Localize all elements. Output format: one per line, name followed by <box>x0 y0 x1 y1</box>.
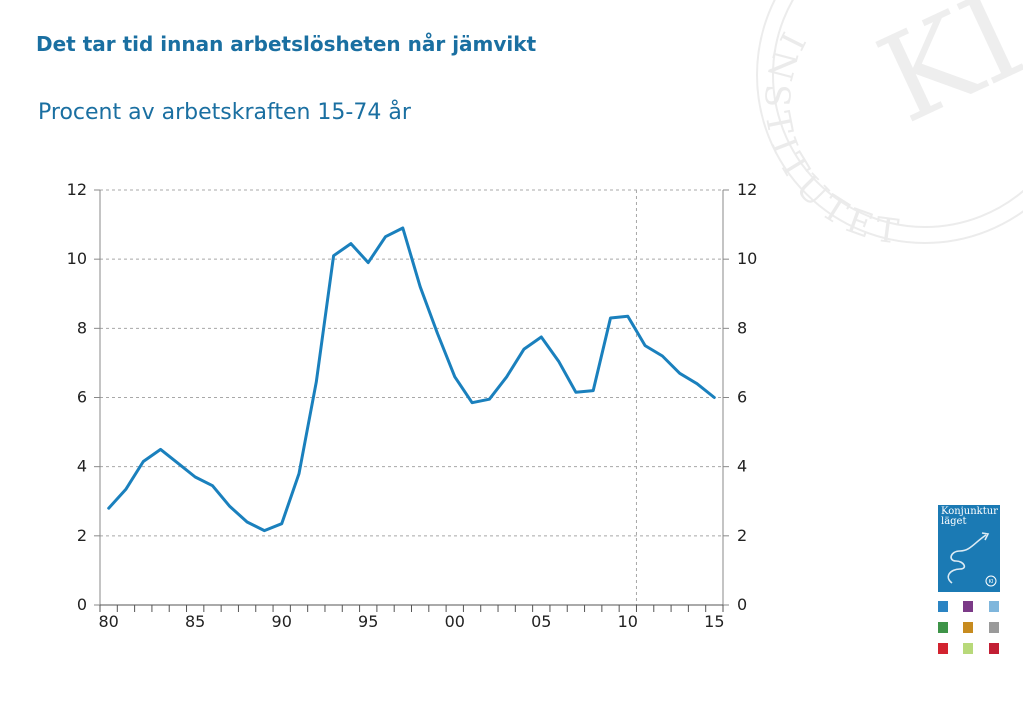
y-tick-label-left: 6 <box>77 388 87 407</box>
x-tick-label: 80 <box>98 612 118 631</box>
y-tick-label-left: 8 <box>77 318 87 337</box>
x-tick-label: 00 <box>445 612 465 631</box>
report-thumbnail-6 <box>989 622 999 633</box>
cover-badge: KI <box>989 579 994 585</box>
page-title: Det tar tid innan arbetslösheten når jäm… <box>36 32 537 56</box>
cover-title: Konjunktur läget <box>941 506 998 527</box>
x-tick-label: 85 <box>185 612 205 631</box>
y-tick-label-right: 0 <box>737 595 747 614</box>
konjunkturlaget-cover-logo: KI Konjunktur läget <box>938 505 1000 592</box>
x-tick-label: 05 <box>531 612 551 631</box>
x-tick-label: 90 <box>272 612 292 631</box>
y-tick-label-right: 2 <box>737 526 747 545</box>
chart-subtitle: Procent av arbetskraften 15-74 år <box>38 100 411 125</box>
report-thumbnail-5 <box>963 622 973 633</box>
y-tick-label-right: 6 <box>737 388 747 407</box>
series-line-1 <box>107 226 716 533</box>
institute-seal-watermark: INSTITUTET KI <box>756 0 1023 250</box>
y-tick-label-right: 8 <box>737 318 747 337</box>
y-tick-label-right: 12 <box>737 180 757 199</box>
y-tick-label-right: 10 <box>737 249 757 268</box>
x-tick-label: 10 <box>618 612 638 631</box>
report-thumbnail-7 <box>938 643 948 654</box>
y-tick-label-left: 10 <box>67 249 87 268</box>
x-tick-label: 95 <box>358 612 378 631</box>
report-thumbnail-4 <box>938 622 948 633</box>
y-tick-label-left: 2 <box>77 526 87 545</box>
report-thumbnail-2 <box>963 601 973 612</box>
y-tick-label-left: 4 <box>77 457 87 476</box>
report-thumbnail-3 <box>989 601 999 612</box>
report-thumbnail-9 <box>989 643 999 654</box>
report-thumbnail-8 <box>963 643 973 654</box>
y-tick-label-right: 4 <box>737 457 747 476</box>
report-thumbnail-1 <box>938 601 948 612</box>
y-tick-label-left: 0 <box>77 595 87 614</box>
y-tick-label-left: 12 <box>67 180 87 199</box>
x-tick-label: 15 <box>704 612 724 631</box>
